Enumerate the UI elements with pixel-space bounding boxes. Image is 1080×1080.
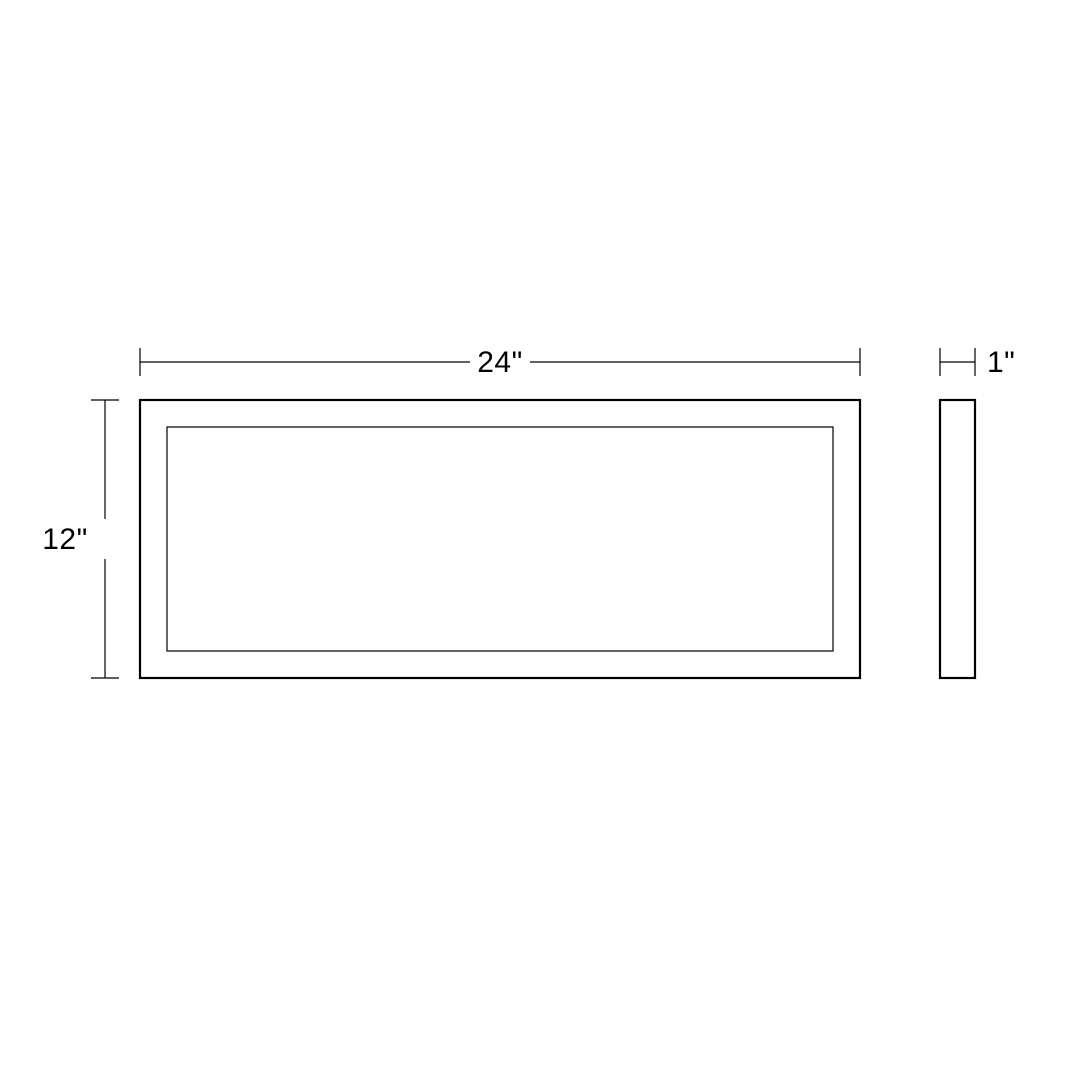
width-label: 24" [477, 346, 523, 379]
depth-label: 1" [987, 346, 1015, 379]
front-view-inner [167, 427, 833, 651]
height-label: 12" [42, 523, 88, 556]
dimension-diagram: 24" 12" 1" [0, 0, 1080, 1080]
front-view-outer [140, 400, 860, 678]
side-view [940, 400, 975, 678]
